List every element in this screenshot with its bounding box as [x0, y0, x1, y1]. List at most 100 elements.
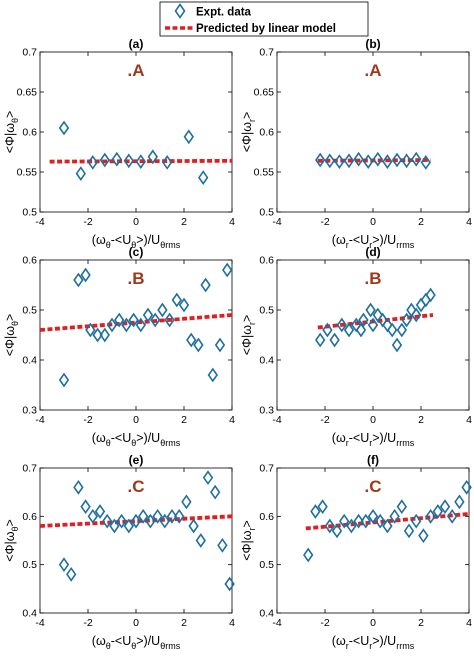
panel-tag: (c) [129, 245, 144, 259]
data-point [92, 327, 103, 343]
data-point [420, 155, 431, 170]
data-point [157, 302, 168, 318]
x-axis-label: (ωθ-<Uθ>)/Uθrms [92, 431, 181, 448]
y-tick-label: 0.6 [22, 255, 37, 267]
x-tick-label: 0 [370, 216, 376, 228]
x-tick-label: 0 [133, 617, 139, 629]
data-point [425, 508, 436, 524]
data-point [322, 322, 333, 338]
fit-line [39, 313, 233, 332]
x-tick-label: -4 [35, 216, 44, 228]
data-point [94, 504, 106, 519]
data-point [162, 155, 173, 170]
x-tick-label: -2 [83, 216, 92, 228]
x-tick-label: -4 [35, 414, 44, 426]
x-tick-label: 2 [418, 617, 424, 629]
data-point [128, 312, 139, 328]
data-point [372, 307, 383, 323]
data-point [447, 508, 458, 524]
data-point [106, 317, 118, 333]
x-tick-label: -2 [83, 617, 92, 629]
data-point [303, 547, 314, 563]
legend-box [159, 1, 369, 37]
x-tick-label: -2 [83, 414, 92, 426]
data-point [367, 508, 379, 524]
y-tick-label: 0.7 [22, 463, 37, 475]
data-point [415, 297, 427, 313]
y-tick-label: 0.55 [254, 167, 275, 179]
data-point [188, 518, 199, 534]
fit-line [49, 158, 233, 164]
panel-c: (c) -4 -2 0 2 4 0.3 0.4 0.5 0.6 (ωθ-<Uθ>)/Uθrms <Φ|… [3, 245, 235, 448]
data-point [372, 151, 383, 167]
y-axis-label: <Φ|ωr> [240, 315, 257, 356]
data-point [365, 302, 376, 318]
data-point [432, 504, 443, 519]
panel-f: (f) -4 -2 0 2 4 0.4 0.5 0.6 0.7 (ωr-<Ur>)/Urrms <Φ|… [240, 453, 472, 651]
y-axis-label: <Φ|ωθ> [3, 519, 20, 562]
data-point [336, 317, 347, 333]
data-point [99, 152, 110, 168]
data-point [58, 557, 70, 573]
data-point [324, 153, 335, 169]
data-point [181, 494, 192, 510]
data-point [58, 372, 70, 388]
x-tick-label: 2 [418, 216, 424, 228]
x-tick-label: -2 [320, 414, 329, 426]
data-point [58, 120, 70, 136]
data-point [382, 317, 393, 333]
y-axis-label: <Φ|ωr> [240, 112, 257, 153]
panel-tag: (d) [365, 245, 380, 259]
y-tick-label: 0.4 [259, 608, 274, 620]
data-point [224, 576, 235, 592]
y-tick-label: 0.65 [254, 87, 275, 99]
x-tick-label: -4 [272, 414, 281, 426]
data-point [375, 513, 386, 529]
data-point [315, 332, 326, 348]
data-point [401, 153, 412, 169]
case-label: .B [128, 269, 145, 288]
fit-line [305, 512, 470, 531]
data-point [382, 154, 393, 169]
x-tick-label: 4 [466, 414, 472, 426]
y-tick-label: 0.65 [17, 87, 38, 99]
y-tick-label: 0.5 [259, 207, 274, 219]
data-point [109, 518, 120, 534]
data-point [351, 317, 362, 333]
panel-tag: (e) [129, 453, 144, 467]
data-point [193, 337, 204, 353]
y-tick-label: 0.5 [259, 559, 274, 571]
data-point [391, 152, 403, 168]
panels: (a) -4 -2 0 2 4 0.5 0.55 0.6 0.65 0.7 (ωθ-<Uθ>)/Uθr… [3, 37, 472, 651]
y-tick-label: 0.5 [22, 207, 37, 219]
data-point [145, 513, 156, 529]
y-tick-label: 0.4 [259, 355, 274, 367]
data-point [147, 149, 158, 165]
data-point [135, 154, 146, 169]
x-tick-label: 2 [181, 617, 187, 629]
data-point [315, 152, 326, 168]
data-point [358, 312, 369, 328]
fit-line [39, 514, 233, 528]
y-tick-label: 0.3 [22, 405, 37, 417]
data-point [171, 292, 182, 308]
data-point [99, 327, 110, 343]
data-point [222, 262, 233, 278]
y-axis-label: <Φ|ωθ> [3, 314, 20, 357]
legend: Expt. data Predicted by linear model [159, 1, 369, 37]
data-point [73, 479, 84, 495]
data-point [130, 513, 142, 529]
y-tick-label: 0.3 [259, 405, 274, 417]
data-point [403, 523, 415, 539]
data-point [87, 508, 98, 524]
data-point [85, 322, 96, 338]
data-point [200, 277, 211, 293]
x-tick-label: 2 [181, 216, 187, 228]
x-tick-label: 0 [370, 414, 376, 426]
data-point [164, 312, 175, 328]
y-tick-label: 0.6 [259, 511, 274, 523]
data-point [389, 508, 400, 524]
data-point [411, 307, 422, 323]
y-tick-label: 0.55 [17, 167, 38, 179]
